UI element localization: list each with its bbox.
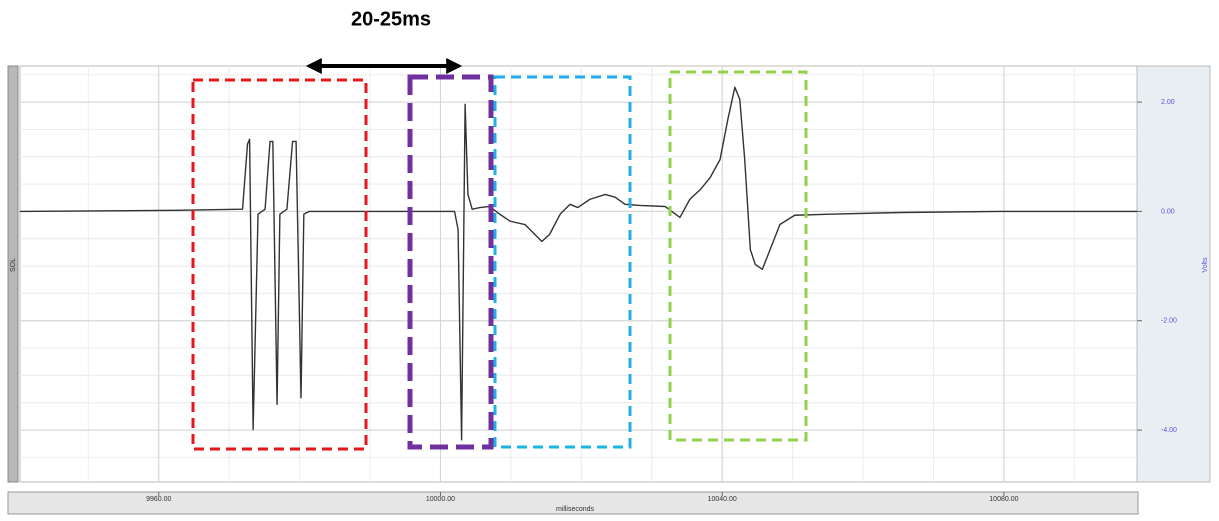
y-tick-label: -2.00 (1161, 318, 1177, 325)
y-axis-panel (1136, 65, 1211, 483)
marks (19, 86, 1137, 441)
y-tick-label: 0.00 (1161, 208, 1175, 215)
grid (20, 66, 1137, 482)
trace (19, 86, 1137, 441)
highlight-box (407, 74, 494, 450)
x-tick-label: 10040.00 (708, 496, 737, 503)
highlight-box (668, 70, 808, 442)
channel-strip (7, 65, 19, 483)
channel-label: SOL (10, 258, 17, 272)
y-tick-label: -4.00 (1161, 427, 1177, 434)
y-tick-label: 2.00 (1161, 99, 1175, 106)
plot-area (19, 65, 1138, 483)
annotation: 20-25ms (351, 8, 431, 30)
y-axis-label: Volts (1202, 257, 1209, 273)
x-tick-label: 9960.00 (146, 496, 171, 503)
x-axis-bar (7, 491, 1139, 515)
x-tick-label: 10080.00 (989, 496, 1018, 503)
highlight-box (191, 78, 368, 451)
x-axis-label: milliseconds (556, 506, 595, 513)
x-tick-label: 10000.00 (426, 496, 455, 503)
highlight-box (493, 75, 632, 449)
